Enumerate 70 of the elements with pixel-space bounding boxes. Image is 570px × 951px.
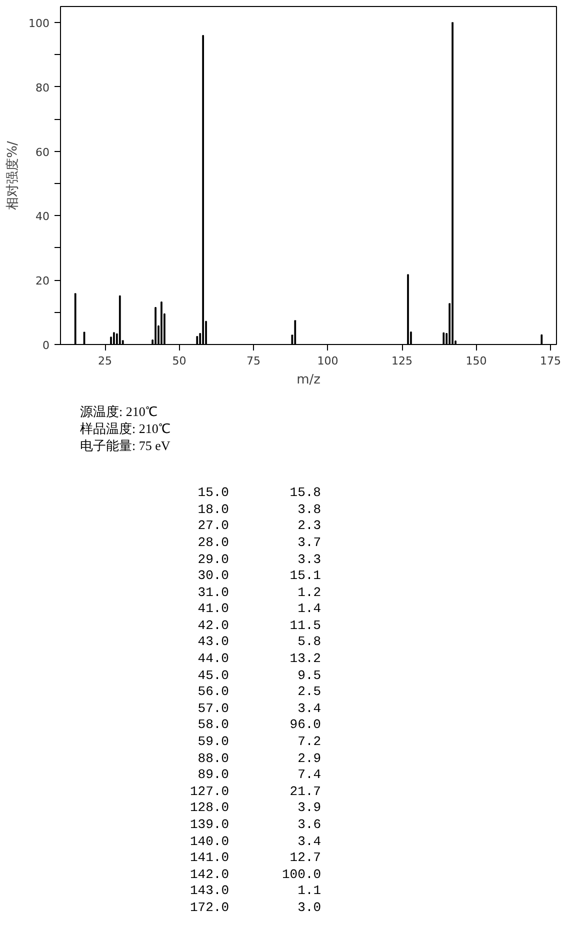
- text: 141.0: [188, 850, 230, 867]
- text: 3.6: [296, 817, 322, 834]
- text: 3.4: [296, 700, 322, 718]
- text: 127.0: [188, 784, 230, 800]
- text: 7.2: [296, 734, 322, 751]
- text: 45.0: [196, 668, 230, 684]
- text: 1.2: [296, 584, 322, 602]
- text: 2.9: [296, 750, 322, 768]
- x-tick-label: 100: [317, 354, 338, 368]
- text: 143.0: [188, 883, 230, 900]
- text: 1.4: [296, 601, 322, 618]
- text: 28.0: [196, 534, 230, 552]
- text: 139.0: [188, 817, 230, 834]
- x-tick-label: 175: [540, 354, 562, 368]
- text: 电子能量: 75 eV: [80, 437, 170, 454]
- text: 源温度: 210℃: [80, 403, 158, 420]
- y-tick-label: 0: [42, 339, 50, 352]
- text: 140.0: [188, 834, 230, 850]
- x-tick-label: 75: [246, 354, 261, 368]
- text: 128.0: [188, 800, 230, 818]
- text: 58.0: [196, 717, 230, 734]
- text: 41.0: [196, 601, 230, 618]
- text: 42.0: [196, 618, 230, 634]
- text: 30.0: [196, 568, 230, 585]
- text: 3.9: [296, 800, 322, 818]
- y-axis-title: 相对强度%/: [4, 140, 21, 210]
- text: 2.3: [296, 518, 322, 535]
- y-tick-label: 60: [36, 146, 50, 159]
- text: 57.0: [196, 700, 230, 718]
- text: 21.7: [288, 784, 322, 800]
- x-tick-label: 25: [98, 354, 112, 368]
- x-tick-label: 125: [392, 354, 413, 368]
- text: 9.5: [296, 668, 322, 684]
- text: 3.3: [296, 552, 322, 568]
- y-tick-label: 80: [36, 81, 50, 94]
- text: 3.0: [296, 900, 322, 917]
- text: 7.4: [296, 767, 322, 784]
- x-axis-title: m/z: [296, 372, 321, 388]
- text: 3.7: [296, 534, 322, 552]
- y-tick-label: 100: [28, 17, 50, 30]
- text: 12.7: [288, 850, 322, 867]
- text: 142.0: [188, 866, 230, 884]
- text: 3.8: [296, 502, 322, 518]
- text: 13.2: [288, 651, 322, 668]
- text: 15.8: [288, 485, 322, 502]
- text: 31.0: [196, 584, 230, 602]
- text: 18.0: [196, 502, 230, 518]
- text: 59.0: [196, 734, 230, 751]
- text: 29.0: [196, 552, 230, 568]
- text: 56.0: [196, 684, 230, 701]
- text: 96.0: [288, 717, 322, 734]
- text: 3.4: [296, 834, 322, 850]
- text: 88.0: [196, 750, 230, 768]
- x-tick-label: 50: [172, 354, 186, 368]
- text: 1.1: [296, 883, 322, 900]
- text: 44.0: [196, 651, 230, 668]
- text: 5.8: [296, 634, 322, 652]
- text: 89.0: [196, 767, 230, 784]
- text: 2.5: [296, 684, 322, 701]
- text: 27.0: [196, 518, 230, 535]
- text: 15.0: [196, 485, 230, 502]
- x-tick-label: 150: [466, 354, 487, 368]
- y-tick-label: 40: [36, 210, 50, 224]
- y-tick-label: 20: [36, 274, 50, 288]
- text: 样品温度: 210℃: [80, 420, 170, 437]
- text: 43.0: [196, 634, 230, 652]
- text: 11.5: [288, 618, 322, 634]
- text: 100.0: [280, 866, 322, 884]
- text: 172.0: [188, 900, 230, 917]
- text: 15.1: [288, 568, 322, 585]
